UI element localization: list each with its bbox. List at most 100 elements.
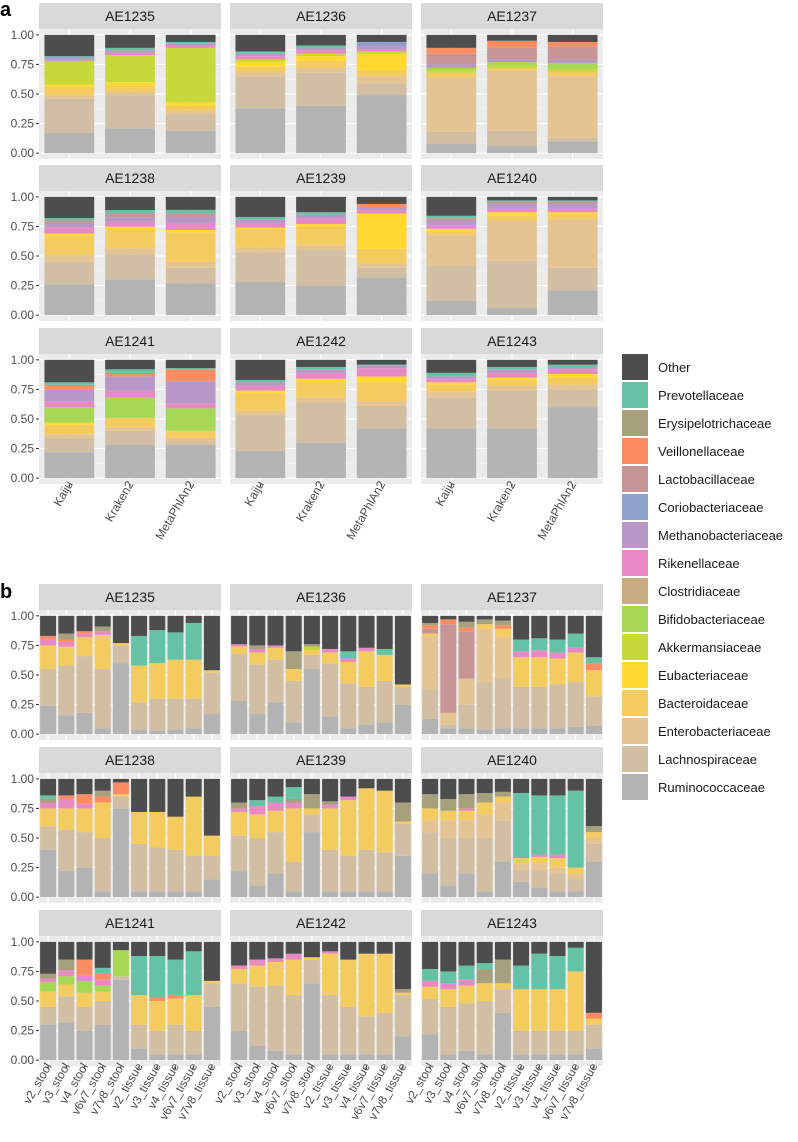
bar-segment-other [303, 941, 320, 958]
bar-segment-lachnospiraceae [296, 250, 346, 286]
bar-segment-erysipelotrichaceae [322, 801, 339, 805]
bar-segment-ruminococcaceae [322, 716, 339, 735]
bar-segment-prevotellaceae [44, 218, 95, 221]
bar-segment-prevotellaceae [426, 215, 477, 219]
bar-segment-other [131, 615, 148, 636]
facet-strip [39, 910, 221, 936]
bar-segment-rikenellaceae [322, 951, 339, 954]
bar-segment-bacteroidaceae [285, 959, 302, 996]
bar-segment-prevotellaceae [167, 959, 184, 996]
bar-segment-erysipelotrichaceae [476, 793, 493, 803]
x-tick-label: MetaPhlAn2 [343, 478, 388, 542]
bar-segment-lachnospiraceae [76, 1006, 93, 1031]
bar-segment-prevotellaceae [235, 379, 286, 383]
bar-segment-other [394, 615, 411, 685]
bar-segment-lachnospiraceae [394, 995, 411, 1037]
bar-segment-ruminococcaceae [165, 130, 216, 154]
y-tick-label: 0.75 [11, 964, 35, 978]
bar-segment-other [185, 615, 202, 623]
bar-segment-bacteroidaceae [185, 995, 202, 1031]
bar-segment-lachnospiraceae [105, 430, 155, 446]
bar-segment-ruminococcaceae [549, 728, 566, 735]
bar-segment-other [376, 941, 393, 954]
bar-segment-ruminococcaceae [340, 1054, 357, 1061]
bar-segment-prevotellaceae [487, 200, 537, 202]
bar-segment-other [40, 615, 57, 636]
bar-segment-bacteroidaceae [40, 645, 57, 670]
bar-segment-lachnospiraceae [356, 405, 407, 429]
bar-segment-methanobacteriaceae [44, 389, 95, 402]
bar-segment-bacteroidaceae [513, 989, 530, 1031]
legend-label: Enterobacteriaceae [658, 724, 771, 739]
bar-segment-prevotellaceae [440, 971, 457, 984]
bar-segment-ruminococcaceae [267, 873, 284, 898]
bar-segment-rikenellaceae [58, 641, 75, 647]
bar-segment-other [549, 615, 566, 640]
bar-segment-enterobacteriaceae [458, 820, 475, 838]
bar-segment-bacteroidaceae [567, 652, 584, 683]
bar-segment-ruminococcaceae [44, 133, 95, 154]
bar-segment-veillonellaceae [356, 203, 407, 208]
bar-segment-rikenellaceae [267, 802, 284, 811]
bar-segment-akkermansiaceae [296, 53, 346, 57]
bar-segment-bacteroidaceae [267, 810, 284, 833]
bar-segment-lachnospiraceae [356, 83, 407, 96]
bar-segment-erysipelotrichaceae [476, 969, 493, 984]
bar-segment-prevotellaceae [531, 795, 548, 855]
bar-segment-lachnospiraceae [340, 855, 357, 892]
bar-segment-other [513, 778, 530, 794]
bar-segment-lachnospiraceae [458, 838, 475, 874]
bar-segment-akkermansiaceae [44, 62, 95, 85]
bar-segment-bacteroidaceae [249, 652, 266, 665]
bar-segment-lactobacillaceae [458, 631, 475, 679]
bar-segment-ruminococcaceae [285, 891, 302, 898]
bar-segment-prevotellaceae [105, 369, 155, 373]
bar-segment-ruminococcaceae [249, 885, 266, 898]
bar-segment-lachnospiraceae [235, 252, 286, 283]
y-tick-label: 1.00 [11, 935, 35, 949]
bar-segment-rikenellaceae [458, 808, 475, 811]
bar-segment-ruminococcaceae [513, 728, 530, 735]
facet-a-AE1238: AE1238 0.00 0.25 0.50 0.75 1.00 [11, 165, 221, 322]
bar-segment-lachnospiraceae [322, 995, 339, 1055]
bar-segment-ruminococcaceae [131, 1048, 148, 1061]
bar-segment-ruminococcaceae [285, 722, 302, 735]
bar-segment-veillonellaceae [547, 41, 598, 47]
bar-segment-rikenellaceae [322, 648, 339, 653]
facet-b-AE1240: AE1240 [421, 747, 603, 903]
legend-label: Akkermansiaceae [658, 640, 761, 655]
bar-segment-other [487, 359, 537, 367]
bar-segment-lachnospiraceae [376, 1012, 393, 1055]
bar-segment-other [340, 615, 357, 652]
bar-segment-akkermansiaceae [426, 70, 477, 73]
bar-segment-ruminococcaceae [40, 705, 57, 735]
y-tick-label: 0.50 [11, 994, 35, 1008]
bar-segment-lachnospiraceae [131, 702, 148, 730]
bar-segment-ruminococcaceae [567, 891, 584, 898]
bar-segment-lachnospiraceae [249, 664, 266, 715]
bar-segment-rikenellaceae [235, 56, 286, 60]
bar-segment-veillonellaceae [149, 997, 166, 1001]
bar-segment-bacteroidaceae [513, 657, 530, 687]
facet-b-AE1241: AE12410.000.250.500.751.00v2_stoolv3_sto… [11, 910, 221, 1122]
bar-segment-lachnospiraceae [358, 849, 375, 892]
bar-segment-bacteroidaceae [487, 379, 537, 386]
bar-segment-methanobacteriaceae [426, 220, 477, 226]
facet-a-AE1239: AE1239 [230, 165, 412, 321]
bar-segment-eubacteriaceae [487, 212, 537, 216]
bar-segment-erysipelotrichaceae [394, 989, 411, 993]
bar-segment-lachnospiraceae [476, 1001, 493, 1055]
bar-segment-prevotellaceae [165, 209, 216, 214]
bar-segment-bacteroidaceae [340, 959, 357, 1007]
y-tick-label: 0.25 [11, 861, 35, 875]
bar-segment-rikenellaceae [356, 368, 407, 377]
bar-segment-methanobacteriaceae [426, 64, 477, 68]
bar-segment-ruminococcaceae [422, 718, 439, 735]
bar-segment-other [585, 941, 602, 1013]
bar-segment-rikenellaceae [356, 49, 407, 52]
bar-segment-other [426, 196, 477, 216]
bar-segment-methanobacteriaceae [296, 369, 346, 373]
bar-segment-ruminococcaceae [167, 1054, 184, 1061]
bar-segment-prevotellaceae [94, 967, 111, 974]
